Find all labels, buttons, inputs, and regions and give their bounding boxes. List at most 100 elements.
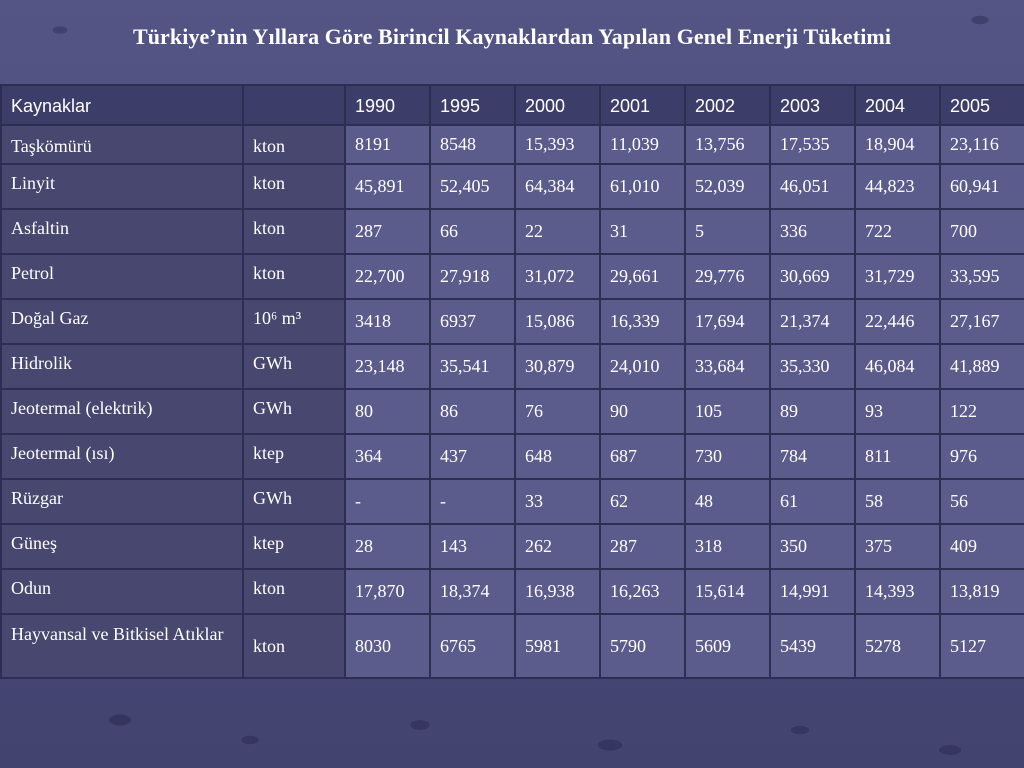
value-cell: 8191 [344,124,431,165]
value-cell: 17,535 [769,124,856,165]
value-cell: 52,039 [684,163,771,210]
value-cell: 44,823 [854,163,941,210]
value-cell: 35,541 [429,343,516,390]
value-cell: 80 [344,388,431,435]
value-cell: 33 [514,478,601,525]
value-cell: 17,870 [344,568,431,615]
value-cell: 30,669 [769,253,856,300]
value-cell: 16,263 [599,568,686,615]
value-cell: 18,374 [429,568,516,615]
value-cell: 86 [429,388,516,435]
value-cell: 29,661 [599,253,686,300]
value-cell: 22,446 [854,298,941,345]
value-cell: 13,819 [939,568,1024,615]
source-name-cell: Jeotermal (ısı) [0,433,244,480]
value-cell: 11,039 [599,124,686,165]
value-cell: 8548 [429,124,516,165]
value-cell: 27,918 [429,253,516,300]
table-header-row: Kaynaklar 1990 1995 2000 2001 2002 2003 … [0,84,1024,126]
value-cell: 722 [854,208,941,255]
table-row: Taşkömürü kton 8191 8548 15,393 11,039 13,756 1… [0,124,1024,165]
value-cell: - [429,478,516,525]
table-row: Rüzgar GWh - -33 62 48 61 58 56 [0,478,1024,525]
value-cell: 5127 [939,613,1024,679]
value-cell: 45,891 [344,163,431,210]
energy-consumption-table-container: Kaynaklar 1990 1995 2000 2001 2002 2003 … [0,84,1024,679]
table-row: Hidrolik GWh 23,148 35,541 30,879 24,010 33,68… [0,343,1024,390]
unit-cell: GWh [242,388,346,435]
energy-consumption-table: Kaynaklar 1990 1995 2000 2001 2002 2003 … [0,84,1024,679]
source-name-cell: Güneş [0,523,244,570]
header-year: 1990 [344,84,431,126]
header-kaynaklar: Kaynaklar [0,84,244,126]
header-year: 2000 [514,84,601,126]
source-name-cell: Hayvansal ve Bitkisel Atıklar [0,613,244,679]
header-year: 2005 [939,84,1024,126]
value-cell: 16,938 [514,568,601,615]
value-cell: 52,405 [429,163,516,210]
value-cell: 8030 [344,613,431,679]
unit-cell: kton [242,124,346,165]
value-cell: 61 [769,478,856,525]
unit-cell: GWh [242,478,346,525]
value-cell: 105 [684,388,771,435]
source-name-cell: Hidrolik [0,343,244,390]
value-cell: - [344,478,431,525]
value-cell: 76 [514,388,601,435]
value-cell: 375 [854,523,941,570]
value-cell: 976 [939,433,1024,480]
table-row: Güneş ktep 28 143 262 287 318 350 375 409 [0,523,1024,570]
value-cell: 33,595 [939,253,1024,300]
value-cell: 23,116 [939,124,1024,165]
value-cell: 14,393 [854,568,941,615]
value-cell: 16,339 [599,298,686,345]
value-cell: 22 [514,208,601,255]
value-cell: 22,700 [344,253,431,300]
source-name-cell: Odun [0,568,244,615]
value-cell: 15,086 [514,298,601,345]
table-row: Jeotermal (ısı) ktep 364 437 648 687 730 784 811… [0,433,1024,480]
value-cell: 31,072 [514,253,601,300]
header-year: 2004 [854,84,941,126]
value-cell: 14,991 [769,568,856,615]
unit-cell: ktep [242,433,346,480]
value-cell: 122 [939,388,1024,435]
value-cell: 90 [599,388,686,435]
value-cell: 46,084 [854,343,941,390]
value-cell: 23,148 [344,343,431,390]
value-cell: 64,384 [514,163,601,210]
value-cell: 30,879 [514,343,601,390]
value-cell: 56 [939,478,1024,525]
header-year: 2003 [769,84,856,126]
value-cell: 46,051 [769,163,856,210]
value-cell: 15,393 [514,124,601,165]
value-cell: 60,941 [939,163,1024,210]
value-cell: 3418 [344,298,431,345]
value-cell: 811 [854,433,941,480]
value-cell: 437 [429,433,516,480]
value-cell: 730 [684,433,771,480]
table-row: Linyit kton 45,891 52,405 64,384 61,010 52,039… [0,163,1024,210]
table-row: Asfaltin kton 287 66 22 31 5 336 722 700 [0,208,1024,255]
table-row: Hayvansal ve Bitkisel Atıklar kton 8030 676… [0,613,1024,679]
value-cell: 5609 [684,613,771,679]
value-cell: 18,904 [854,124,941,165]
source-name-cell: Linyit [0,163,244,210]
value-cell: 61,010 [599,163,686,210]
header-year: 1995 [429,84,516,126]
value-cell: 350 [769,523,856,570]
value-cell: 24,010 [599,343,686,390]
unit-cell: GWh [242,343,346,390]
unit-cell: 10⁶ m³ [242,298,346,345]
value-cell: 687 [599,433,686,480]
value-cell: 5439 [769,613,856,679]
table-row: Doğal Gaz 10⁶ m³ 3418 6937 15,086 16,339 17,69… [0,298,1024,345]
value-cell: 13,756 [684,124,771,165]
value-cell: 5981 [514,613,601,679]
table-body: Taşkömürü kton 8191 8548 15,393 11,039 13,756 1… [0,124,1024,679]
value-cell: 48 [684,478,771,525]
unit-cell: kton [242,613,346,679]
source-name-cell: Jeotermal (elektrik) [0,388,244,435]
unit-cell: kton [242,568,346,615]
value-cell: 5 [684,208,771,255]
